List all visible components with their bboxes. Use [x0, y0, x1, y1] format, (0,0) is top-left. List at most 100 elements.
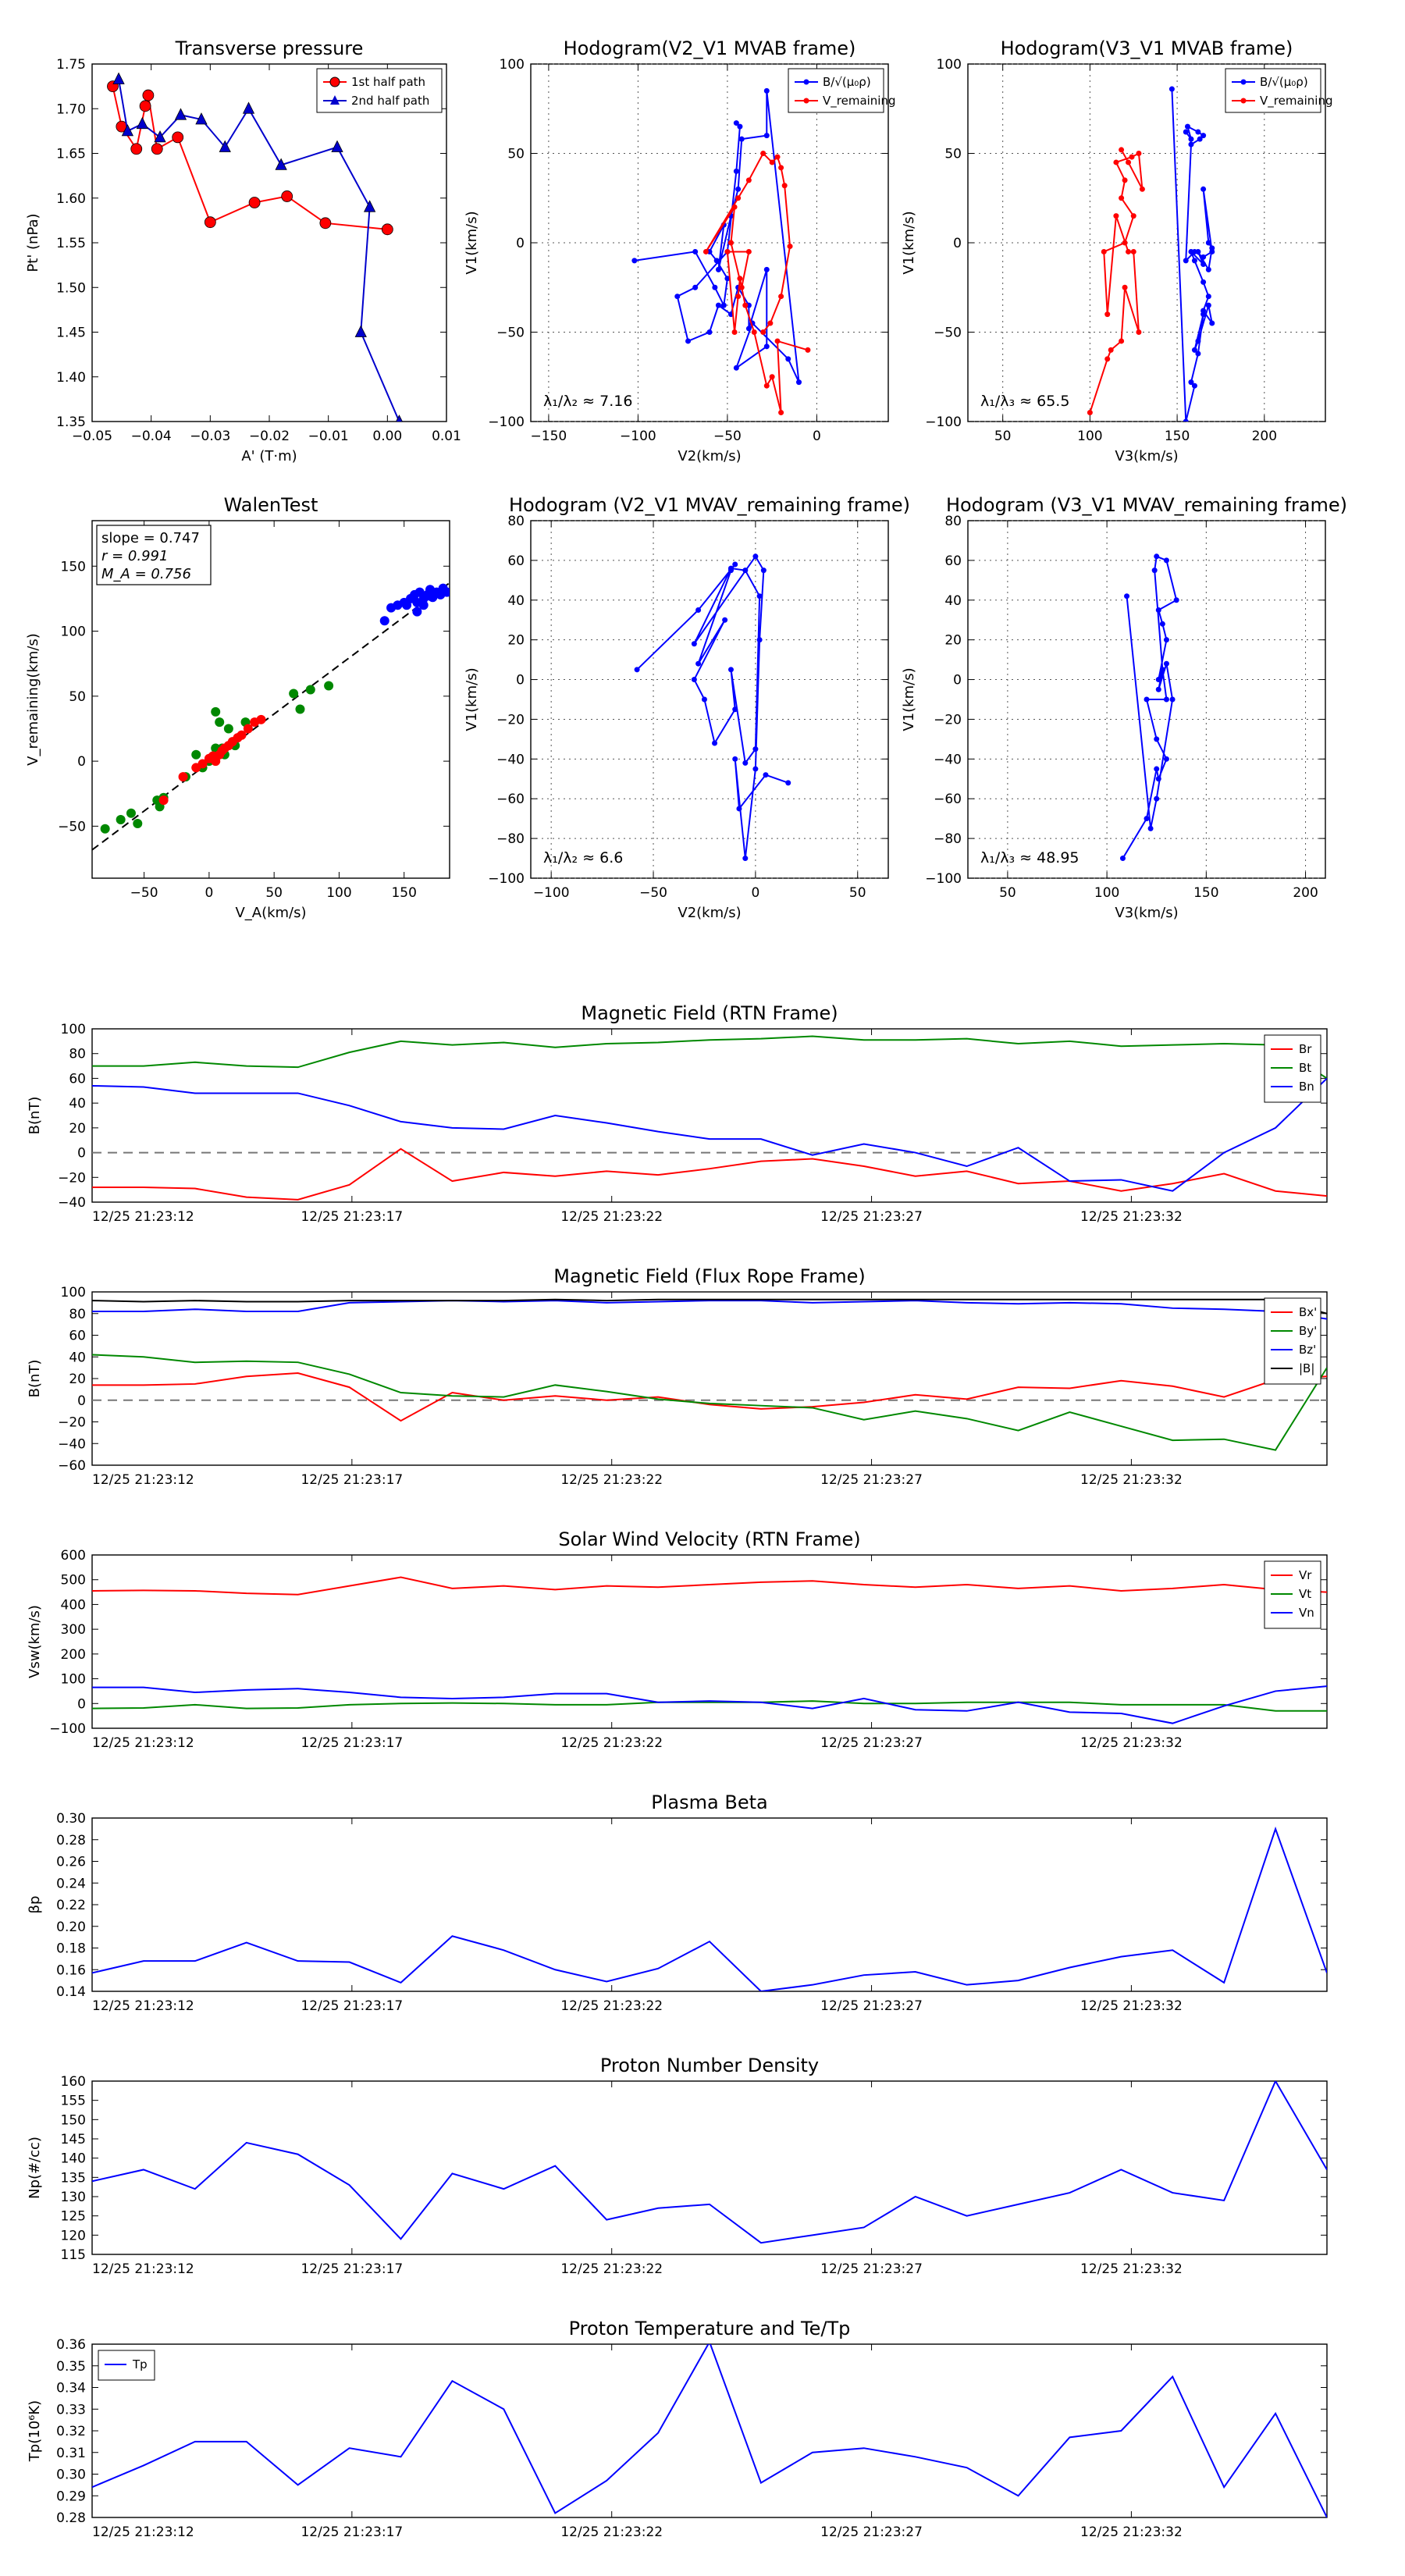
plot-area: [91, 1291, 1328, 1466]
chart-h4: Hodogram (V3_V1 MVAV_remaining frame) −10…: [901, 494, 1347, 921]
data-point: [139, 100, 151, 112]
data-point: [737, 276, 743, 282]
data-point: [248, 197, 261, 208]
y-tick-label: 40: [69, 1096, 86, 1112]
x-tick-label: 12/25 21:23:12: [92, 2524, 194, 2540]
x-tick-label: 12/25 21:23:27: [820, 1735, 923, 1751]
y-axis-label: Np(#/cc): [27, 2137, 43, 2199]
data-point: [691, 677, 697, 683]
y-tick-label: 1.40: [56, 370, 86, 386]
series-line-Vn: [92, 1685, 1327, 1724]
chart-title: Magnetic Field (RTN Frame): [581, 1002, 838, 1024]
data-point: [733, 120, 739, 126]
plot-marks: [92, 2081, 1327, 2244]
data-point: [742, 856, 749, 862]
chart-title: WalenTest: [224, 494, 318, 516]
y-tick-label: 0: [77, 1696, 86, 1712]
y-tick-label: 0.26: [56, 1855, 86, 1870]
x-tick-label: 0: [751, 885, 759, 901]
chart-pn: Proton Number Density 115 120 125 130 135 140 1…: [27, 2055, 1328, 2277]
x-tick-label: 12/25 21:23:17: [301, 2261, 403, 2277]
legend-label: Bx': [1299, 1305, 1317, 1319]
y-tick-label: 100: [61, 624, 86, 640]
ratio-annotation: λ₁/λ₃ ≈ 65.5: [980, 393, 1069, 410]
data-point: [752, 766, 759, 772]
y-tick-label: 60: [944, 553, 962, 569]
data-point: [1209, 320, 1215, 326]
data-point: [1108, 347, 1114, 353]
y-tick-label: −50: [496, 326, 525, 341]
data-point: [732, 706, 738, 713]
x-tick-label: 12/25 21:23:12: [92, 1472, 194, 1488]
y-tick-label: 80: [944, 514, 962, 529]
data-point: [363, 200, 376, 212]
data-point: [1087, 410, 1093, 416]
chart-mf: Magnetic Field (RTN Frame) −40 −20 0 20 40 60 8…: [27, 1002, 1328, 1225]
series-line-Bz': [92, 1300, 1327, 1320]
y-tick-label: 50: [944, 147, 962, 162]
legend-label: B/√(μ₀ρ): [1260, 75, 1308, 89]
y-tick-label: 20: [69, 1121, 86, 1137]
data-point: [763, 343, 770, 350]
data-point: [1200, 186, 1207, 192]
data-point: [1154, 553, 1160, 560]
data-point: [720, 302, 727, 308]
data-point: [1119, 195, 1125, 201]
y-tick-label: 20: [944, 633, 962, 649]
data-point: [733, 168, 739, 174]
y-tick-label: 100: [61, 1022, 86, 1037]
data-point: [763, 133, 770, 139]
data-point: [1155, 607, 1161, 613]
ratio-annotation: λ₁/λ₂ ≈ 6.6: [543, 849, 623, 866]
y-tick-label: 80: [69, 1307, 86, 1322]
data-point: [223, 724, 233, 734]
plot-marks: [92, 2344, 1327, 2517]
data-point: [1104, 311, 1111, 318]
data-point: [1200, 279, 1207, 285]
y-tick-label: 60: [69, 1329, 86, 1344]
data-point: [1154, 736, 1160, 742]
chart-pt: Proton Temperature and Te/Tp 0.28 0.29 0.30…: [27, 2318, 1328, 2540]
chart-title: Plasma Beta: [651, 1791, 767, 1813]
legend-marker: [1240, 98, 1247, 104]
x-tick-label: 12/25 21:23:12: [92, 2261, 194, 2277]
y-tick-label: 1.55: [56, 236, 86, 251]
plot-marks: [92, 1035, 1327, 1201]
series-line-0: [1122, 555, 1178, 859]
x-tick-label: 12/25 21:23:32: [1080, 2261, 1183, 2277]
y-tick-label: 1.65: [56, 147, 86, 162]
y-tick-label: 0: [77, 754, 86, 770]
series-line-Br: [92, 1147, 1327, 1201]
data-point: [752, 746, 759, 753]
y-tick-label: 1.50: [56, 280, 86, 296]
legend-label: 1st half path: [351, 75, 425, 89]
series-line-Bn: [92, 1077, 1327, 1192]
plot-area: [967, 63, 1326, 422]
legend-label: Bt: [1299, 1061, 1311, 1075]
data-point: [763, 382, 770, 389]
y-tick-label: 0: [953, 236, 962, 251]
data-point: [767, 320, 774, 326]
data-point: [1191, 248, 1197, 254]
data-point: [732, 561, 738, 568]
legend-marker: [803, 98, 809, 104]
data-point: [742, 760, 749, 766]
data-point: [692, 284, 699, 290]
y-tick-label: −80: [934, 831, 962, 847]
plot-area: [530, 520, 889, 879]
data-point: [151, 143, 163, 155]
series-line-By': [92, 1354, 1327, 1451]
y-tick-label: 400: [61, 1597, 86, 1613]
y-tick-label: −100: [488, 415, 525, 430]
legend: B/√(μ₀ρ) V_remaining: [788, 68, 896, 113]
data-point: [724, 276, 731, 282]
x-tick-label: 12/25 21:23:22: [560, 2261, 663, 2277]
x-tick-label: 50: [849, 885, 866, 901]
data-point: [735, 195, 742, 201]
x-tick-label: 150: [391, 885, 416, 901]
y-tick-label: 60: [69, 1071, 86, 1087]
x-tick-label: 12/25 21:23:17: [301, 1209, 403, 1225]
data-point: [195, 112, 208, 125]
data-point: [732, 756, 738, 762]
legend-label: V_remaining: [823, 94, 896, 109]
